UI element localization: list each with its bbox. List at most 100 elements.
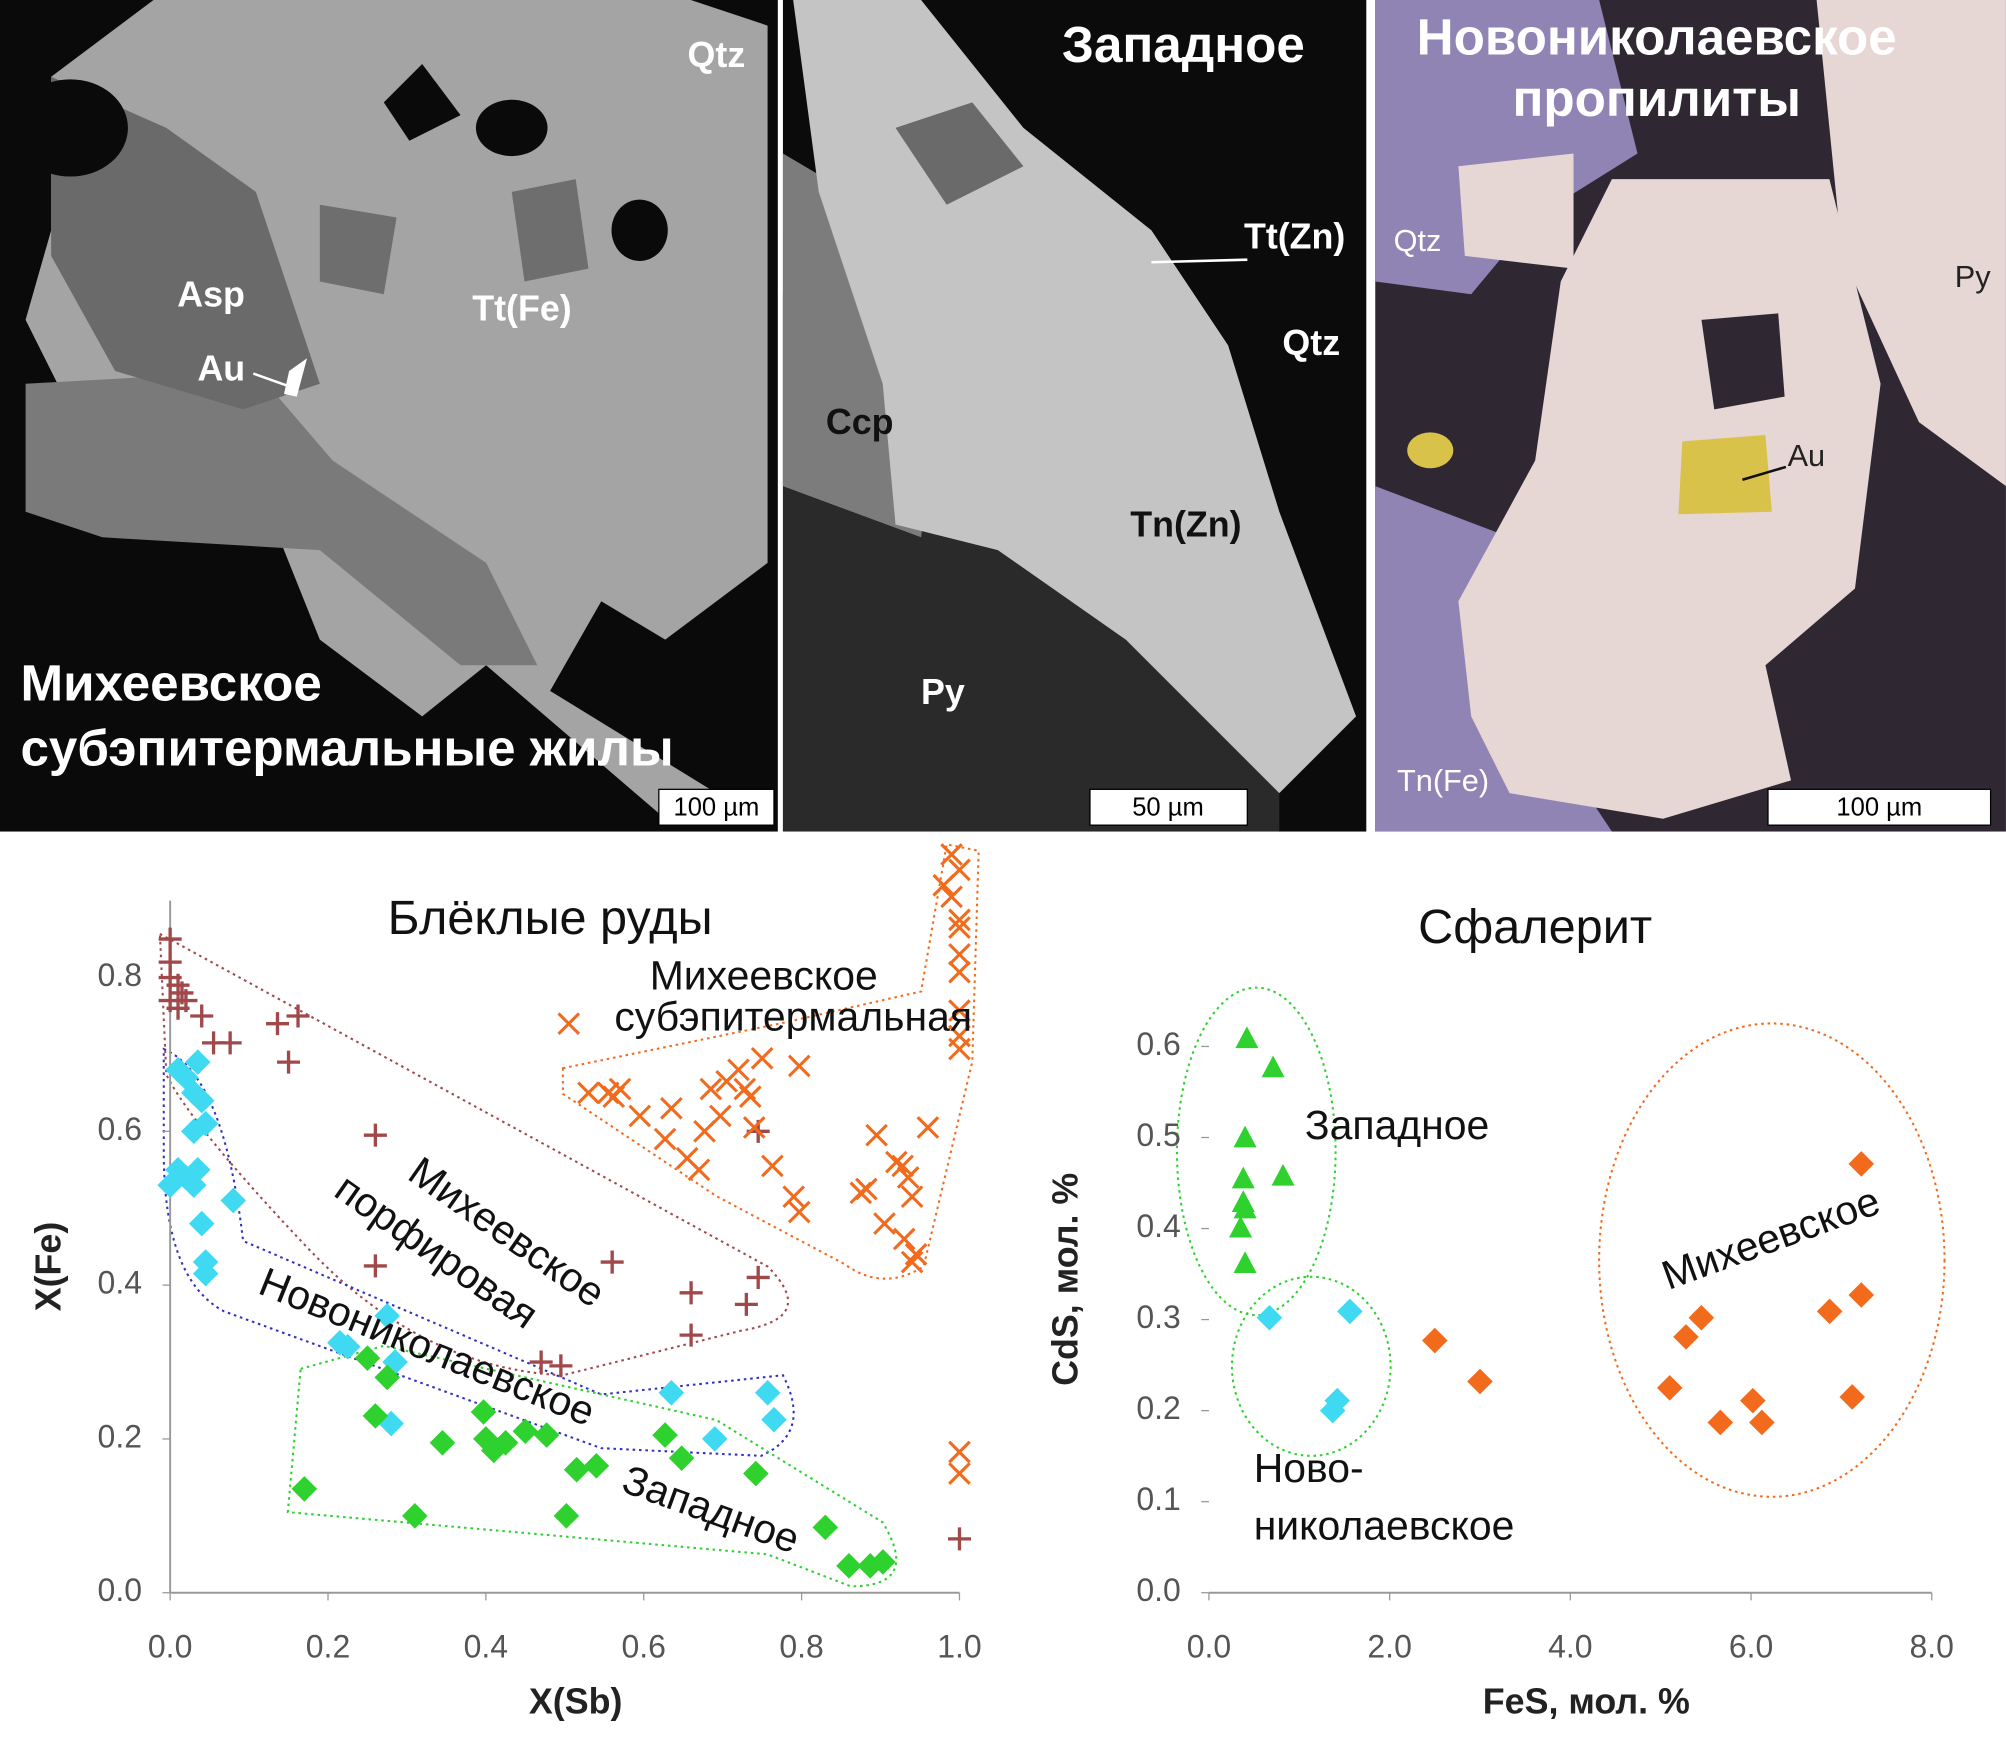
x-tick-label: 8.0 [1910, 1628, 1954, 1664]
marker [687, 1158, 711, 1182]
marker [192, 1249, 219, 1275]
marker [1229, 1215, 1253, 1238]
marker [948, 1037, 971, 1061]
phase-label: Qtz [1282, 323, 1340, 363]
marker [742, 1116, 766, 1139]
scale-label: 100 µm [1836, 793, 1922, 821]
chart-title: Сфалерит [1418, 900, 1652, 954]
marker [608, 1077, 632, 1101]
hole [383, 63, 461, 141]
marker [1233, 1125, 1257, 1148]
marker [277, 1050, 301, 1074]
panel-title: Новониколаевское [1417, 8, 1897, 65]
gold-grain [1678, 434, 1772, 515]
marker [1235, 1026, 1259, 1049]
envelope [1598, 1022, 1946, 1498]
series-label: Михеевское [650, 952, 878, 998]
phase-label: Tn(Fe) [1397, 763, 1489, 798]
marker [190, 1004, 214, 1028]
y-tick-label: 0.4 [1136, 1208, 1180, 1244]
grain [319, 204, 397, 295]
phase-label: Au [197, 348, 245, 388]
marker [916, 1116, 940, 1139]
micrograph-1: Qtz Asp Au Tt(Fe) Михеевское субэпитерма… [0, 0, 778, 832]
grain [511, 179, 589, 282]
marker [549, 1354, 573, 1378]
marker [188, 1087, 215, 1114]
marker [754, 1379, 781, 1406]
marker [1271, 1163, 1295, 1186]
phase-label: Tn(Zn) [1130, 505, 1241, 545]
series-label: Михеевское [1656, 1177, 1886, 1298]
marker [1233, 1251, 1257, 1274]
phase-label: Tt(Zn) [1244, 217, 1345, 257]
x-tick-label: 6.0 [1729, 1628, 1773, 1664]
marker [1422, 1327, 1448, 1354]
marker [761, 1154, 784, 1178]
marker [291, 1476, 318, 1502]
series-label: николаевское [1254, 1503, 1515, 1549]
marker [577, 1081, 600, 1105]
x-tick-label: 4.0 [1548, 1628, 1592, 1664]
grain [1458, 153, 1574, 269]
marker [218, 1031, 242, 1055]
pointer [1742, 465, 1787, 481]
phase-label: Qtz [688, 35, 746, 75]
phase-label: Py [921, 672, 965, 712]
marker [658, 1379, 685, 1406]
marker [1749, 1409, 1775, 1436]
marker [1261, 1055, 1285, 1078]
marker [188, 1210, 215, 1237]
marker [836, 1553, 862, 1579]
y-tick-label: 0.6 [1136, 1026, 1180, 1062]
marker [557, 1012, 581, 1035]
gold-grain [284, 358, 308, 397]
marker [600, 1250, 624, 1274]
marker [668, 1445, 695, 1471]
series-label: Ново- [1254, 1445, 1364, 1491]
x-axis-title: FeS, мол. % [1483, 1681, 1690, 1721]
marker [1707, 1409, 1734, 1436]
gold-grain [1407, 432, 1454, 469]
marker [940, 885, 963, 909]
y-tick-label: 0.2 [98, 1418, 142, 1454]
y-tick-label: 0.0 [1136, 1572, 1180, 1608]
scale-bar [1089, 788, 1248, 826]
marker [734, 1292, 758, 1316]
marker [1319, 1397, 1346, 1424]
marker [750, 1046, 774, 1070]
grain [1701, 313, 1785, 410]
marker [679, 1323, 703, 1347]
marker [166, 996, 190, 1020]
marker [374, 1364, 401, 1391]
marker [653, 1127, 677, 1151]
marker [529, 1350, 553, 1374]
x-tick-label: 1.0 [937, 1628, 981, 1664]
marker [948, 916, 971, 939]
envelopes [158, 843, 1946, 1588]
marker [947, 1527, 971, 1551]
marker [948, 943, 971, 966]
marker [699, 1077, 723, 1101]
marker [374, 1303, 401, 1329]
y-axis-title: X(Fe) [29, 1222, 69, 1312]
marker [904, 1243, 928, 1266]
grain [793, 0, 1357, 794]
marker [1337, 1298, 1363, 1325]
envelope [162, 1047, 795, 1457]
marker [932, 873, 956, 897]
marker [1848, 1282, 1875, 1308]
panel-title: Михеевское [20, 654, 321, 711]
marker [1231, 1166, 1255, 1189]
marker [948, 999, 971, 1022]
grain [1375, 0, 1638, 295]
marker [679, 1281, 703, 1305]
micrograph-3: Новониколаевское пропилиты Qtz Py Au Tn(… [1375, 0, 2006, 832]
scale-label: 50 µm [1132, 793, 1204, 821]
marker [1656, 1375, 1683, 1401]
marker [743, 1460, 769, 1487]
marker [900, 1250, 924, 1274]
marker [512, 1418, 539, 1445]
